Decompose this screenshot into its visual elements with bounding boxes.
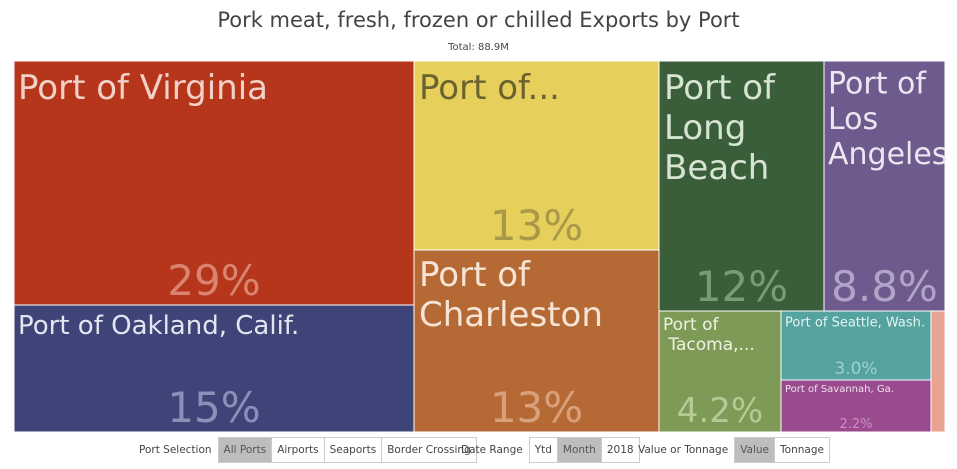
date-range-group: Ytd Month 2018 bbox=[528, 437, 640, 463]
treemap-tile-rect bbox=[658, 60, 825, 312]
treemap-tile-label: Port of Los Angeles bbox=[828, 66, 947, 172]
chart-title: Pork meat, fresh, frozen or chilled Expo… bbox=[217, 8, 740, 32]
treemap-tile-8[interactable]: Port of Savannah, Ga. 2.2% bbox=[780, 379, 932, 433]
treemap-tile-rect bbox=[13, 304, 415, 433]
treemap-tile-5[interactable]: Port of Charleston 13% bbox=[413, 249, 660, 433]
treemap-tile-rect bbox=[823, 60, 946, 312]
treemap-tile-percent: 12% bbox=[695, 262, 788, 311]
treemap-tile-label: Port of Virginia bbox=[18, 68, 268, 108]
treemap-tile-7[interactable]: Port of Seattle, Wash. 3.0% bbox=[780, 310, 932, 381]
treemap-tile-percent: 13% bbox=[490, 201, 583, 250]
treemap-tile-percent: 29% bbox=[167, 256, 260, 305]
treemap-tile-4[interactable]: Port of Oakland, Calif. 15% bbox=[13, 304, 415, 433]
treemap-tile-6[interactable]: Port of Tacoma,... 4.2% bbox=[658, 310, 782, 433]
chart-subtitle: Total: 88.9M bbox=[448, 42, 509, 53]
treemap-tile-3[interactable]: Port of Los Angeles 8.8% bbox=[823, 60, 947, 312]
treemap-tile-rect bbox=[413, 249, 660, 433]
treemap-tile-label: Port of Charleston bbox=[419, 255, 603, 335]
treemap-tile-rect bbox=[780, 379, 932, 433]
date-option-ytd[interactable]: Ytd bbox=[529, 438, 557, 462]
treemap-tile-label: Port of Seattle, Wash. bbox=[785, 315, 925, 330]
treemap-tile-percent: 2.2% bbox=[839, 417, 872, 432]
value-tonnage-group: Value Tonnage bbox=[734, 437, 830, 463]
port-option-all-ports[interactable]: All Ports bbox=[218, 438, 272, 462]
date-range-label: Date Range bbox=[461, 444, 523, 456]
port-option-border-crossing[interactable]: Border Crossing bbox=[381, 438, 476, 462]
treemap-tile-label: Port of Savannah, Ga. bbox=[785, 384, 894, 395]
treemap-tile-label: Port of... bbox=[419, 68, 560, 108]
date-option-2018[interactable]: 2018 bbox=[600, 438, 639, 462]
treemap-tile-label: Port of Long Beach bbox=[664, 68, 776, 188]
treemap-tile-1[interactable]: Port of... 13% bbox=[413, 60, 660, 251]
treemap-tile-label: Port of Tacoma,... bbox=[663, 315, 755, 355]
port-selection-control: Port Selection All Ports Airports Seapor… bbox=[139, 437, 477, 463]
treemap-tile-percent: 8.8% bbox=[831, 262, 938, 311]
port-option-seaports[interactable]: Seaports bbox=[323, 438, 382, 462]
treemap-tile-9[interactable] bbox=[930, 310, 946, 433]
treemap-tile-label: Port of Oakland, Calif. bbox=[18, 311, 299, 341]
treemap-tile-percent: 4.2% bbox=[677, 391, 763, 431]
treemap-tile-rect bbox=[13, 60, 415, 306]
treemap-tile-rect bbox=[780, 310, 932, 381]
treemap-tile-2[interactable]: Port of Long Beach 12% bbox=[658, 60, 825, 312]
value-tonnage-label: Value or Tonnage bbox=[638, 444, 729, 456]
treemap-tile-rect bbox=[930, 310, 946, 433]
metric-option-tonnage[interactable]: Tonnage bbox=[774, 438, 829, 462]
value-tonnage-control: Value or Tonnage Value Tonnage bbox=[638, 437, 830, 463]
treemap-tile-percent: 15% bbox=[167, 383, 260, 432]
port-option-airports[interactable]: Airports bbox=[271, 438, 324, 462]
metric-option-value[interactable]: Value bbox=[735, 438, 775, 462]
treemap-tile-percent: 13% bbox=[490, 383, 583, 432]
date-range-control: Date Range Ytd Month 2018 bbox=[461, 437, 640, 463]
treemap-tile-rect bbox=[658, 310, 782, 433]
treemap-tile-0[interactable]: Port of Virginia 29% bbox=[13, 60, 415, 306]
port-selection-label: Port Selection bbox=[139, 444, 212, 456]
port-selection-group: All Ports Airports Seaports Border Cross… bbox=[217, 437, 477, 463]
treemap-tile-percent: 3.0% bbox=[834, 359, 877, 379]
date-option-month[interactable]: Month bbox=[556, 438, 601, 462]
